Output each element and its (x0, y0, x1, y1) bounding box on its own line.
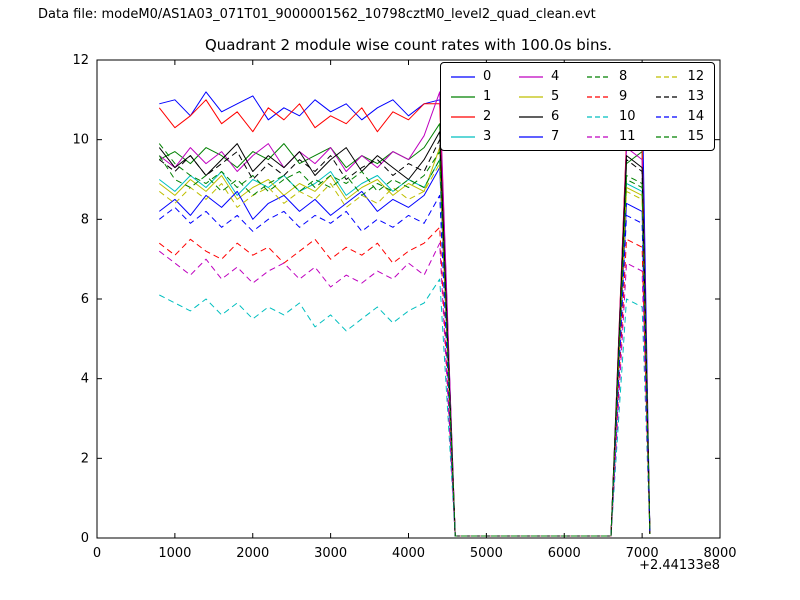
legend-line-sample (451, 75, 475, 79)
x-tick-label: 2000 (236, 546, 269, 561)
legend-line-sample (655, 135, 680, 139)
chart-title: Quadrant 2 module wise count rates with … (204, 36, 613, 54)
legend-label: 10 (619, 109, 636, 124)
x-axis-offset-label: +2.44133e8 (639, 558, 720, 573)
legend-item-7: 7 (519, 128, 567, 145)
x-tick-label: 6000 (548, 546, 581, 561)
legend-label: 4 (551, 69, 560, 84)
series-line-9 (158, 226, 651, 537)
legend-label: 13 (687, 89, 705, 104)
legend-item-13: 13 (655, 88, 705, 105)
x-tick-label: 8000 (703, 546, 736, 561)
legend-line-sample (519, 75, 543, 79)
legend-line-sample (451, 115, 475, 119)
x-tick-label: 7000 (626, 546, 659, 561)
legend-item-4: 4 (519, 68, 567, 85)
legend-label: 12 (687, 69, 705, 84)
legend-line-sample (519, 95, 543, 99)
series-line-14 (158, 194, 651, 537)
series-line-8 (158, 143, 651, 537)
legend-label: 9 (619, 89, 628, 104)
legend-item-12: 12 (655, 68, 705, 85)
legend-line-sample (655, 115, 680, 119)
legend-item-8: 8 (587, 68, 636, 85)
legend-line-sample (587, 135, 611, 139)
y-tick-label: 8 (81, 212, 89, 227)
legend-item-2: 2 (451, 108, 499, 125)
series-line-7 (158, 167, 651, 537)
legend-item-11: 11 (587, 128, 636, 145)
legend-item-9: 9 (587, 88, 636, 105)
legend-label: 5 (551, 89, 560, 104)
legend-label: 1 (483, 89, 492, 104)
legend-line-sample (587, 75, 611, 79)
series-line-13 (158, 139, 651, 537)
series-line-12 (158, 163, 651, 537)
y-tick-label: 2 (81, 451, 89, 466)
legend-line-sample (655, 75, 680, 79)
y-tick-label: 12 (72, 53, 89, 68)
legend-line-sample (587, 115, 611, 119)
legend-item-0: 0 (451, 68, 499, 85)
legend-label: 6 (551, 109, 560, 124)
series-line-10 (159, 278, 651, 537)
legend-line-sample (451, 135, 475, 139)
legend-item-5: 5 (519, 88, 567, 105)
legend-label: 3 (483, 129, 492, 144)
legend-line-sample (519, 115, 543, 119)
y-tick-label: 10 (72, 133, 89, 148)
legend-label: 11 (619, 129, 636, 144)
legend-label: 2 (483, 109, 492, 124)
x-tick-label: 1000 (158, 546, 191, 561)
legend-label: 7 (551, 129, 560, 144)
legend-line-sample (655, 95, 680, 99)
legend-item-3: 3 (451, 128, 499, 145)
legend-line-sample (587, 95, 611, 99)
legend-item-1: 1 (451, 88, 499, 105)
legend-line-sample (519, 135, 543, 139)
legend-label: 8 (619, 69, 628, 84)
legend-label: 0 (483, 69, 492, 84)
x-tick-label: 4000 (392, 546, 425, 561)
y-tick-label: 0 (81, 531, 89, 546)
series-line-11 (158, 242, 651, 537)
legend-label: 14 (687, 109, 705, 124)
x-tick-label: 0 (93, 546, 101, 561)
series-line-3 (158, 159, 651, 537)
data-file-label: Data file: modeM0/AS1A03_071T01_90000015… (38, 7, 596, 22)
legend-item-15: 15 (655, 128, 705, 145)
x-tick-label: 3000 (314, 546, 347, 561)
x-tick-label: 5000 (470, 546, 503, 561)
series-line-15 (158, 155, 651, 537)
legend-item-14: 14 (655, 108, 705, 125)
y-tick-label: 4 (81, 372, 89, 387)
legend: 0 1 2 3 4 5 6 7 8 9 10 11 12 13 14 15 (440, 62, 716, 151)
legend-item-6: 6 (519, 108, 567, 125)
legend-label: 15 (687, 129, 705, 144)
legend-line-sample (451, 95, 475, 99)
y-tick-label: 6 (81, 292, 89, 307)
legend-item-10: 10 (587, 108, 636, 125)
